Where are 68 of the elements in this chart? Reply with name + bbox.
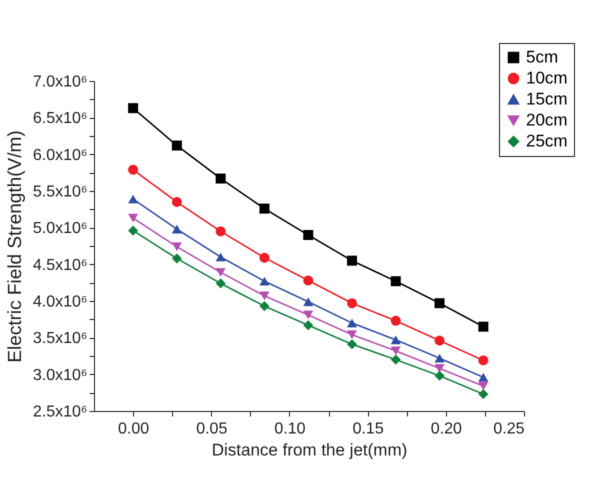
point bbox=[478, 355, 488, 366]
point bbox=[259, 252, 270, 263]
point bbox=[434, 336, 445, 346]
y-tick-label: 3.5x10⁶ bbox=[32, 330, 88, 348]
y-tick-label: 2.5x10⁶ bbox=[32, 404, 88, 420]
point bbox=[172, 197, 182, 207]
point bbox=[216, 174, 226, 184]
point bbox=[216, 278, 226, 288]
point bbox=[347, 330, 357, 340]
x-tick-label: 0.25 bbox=[493, 420, 525, 438]
x-tick-label: 0.00 bbox=[118, 420, 150, 438]
point bbox=[128, 226, 138, 236]
point bbox=[128, 164, 138, 175]
x-tick-label: 0.10 bbox=[274, 420, 306, 438]
point bbox=[303, 320, 314, 330]
point bbox=[259, 301, 270, 312]
y-tick-label: 4.0x10⁶ bbox=[32, 294, 88, 310]
point bbox=[216, 226, 226, 236]
y-tick-label: 6.5x10⁶ bbox=[32, 110, 88, 128]
point bbox=[390, 354, 401, 365]
point bbox=[259, 292, 270, 300]
y-tick-label: 3.0x10⁶ bbox=[32, 366, 88, 384]
y-tick-label: 6.0x10⁶ bbox=[32, 146, 88, 164]
point bbox=[478, 372, 488, 382]
point bbox=[172, 253, 182, 264]
point bbox=[259, 204, 270, 214]
point bbox=[434, 298, 445, 308]
point bbox=[390, 316, 401, 326]
x-tick-label: 0.15 bbox=[352, 420, 384, 438]
point bbox=[390, 276, 401, 286]
y-tick-label: 5.0x10⁶ bbox=[32, 220, 88, 238]
point bbox=[347, 318, 357, 328]
x-tick-label: 0.05 bbox=[196, 420, 228, 438]
point bbox=[303, 297, 314, 306]
point bbox=[347, 339, 357, 350]
legend-label: 20cm bbox=[526, 110, 568, 130]
legend-label: 15cm bbox=[526, 90, 568, 108]
x-tick-label: 0.20 bbox=[430, 420, 462, 438]
point bbox=[434, 364, 445, 373]
point bbox=[259, 276, 270, 286]
point bbox=[216, 252, 226, 262]
y-tick-label: 5.5x10⁶ bbox=[32, 184, 88, 200]
point bbox=[390, 346, 401, 356]
point bbox=[303, 275, 314, 286]
point bbox=[347, 256, 357, 266]
point bbox=[390, 336, 401, 344]
point bbox=[128, 214, 138, 222]
point bbox=[434, 354, 445, 363]
point bbox=[478, 389, 488, 400]
point bbox=[347, 298, 357, 308]
point bbox=[216, 268, 226, 277]
point bbox=[478, 322, 488, 332]
point bbox=[303, 310, 314, 320]
point bbox=[128, 103, 138, 114]
point bbox=[172, 140, 182, 151]
point bbox=[434, 370, 445, 381]
point bbox=[303, 230, 314, 240]
point bbox=[172, 224, 182, 234]
legend-label: 10cm bbox=[526, 68, 568, 88]
y-tick-label: 4.5x10⁶ bbox=[32, 256, 88, 274]
legend-label: 5cm bbox=[526, 48, 558, 66]
point bbox=[128, 194, 138, 204]
x-axis-title: Distance from the jet(mm) bbox=[212, 440, 408, 460]
point bbox=[478, 382, 488, 390]
y-tick-label: 7.0x10⁶ bbox=[32, 74, 88, 90]
point bbox=[172, 242, 182, 252]
legend-label: 25cm bbox=[526, 132, 568, 150]
y-axis-title: Electric Field Strength(V/m) bbox=[4, 130, 26, 363]
